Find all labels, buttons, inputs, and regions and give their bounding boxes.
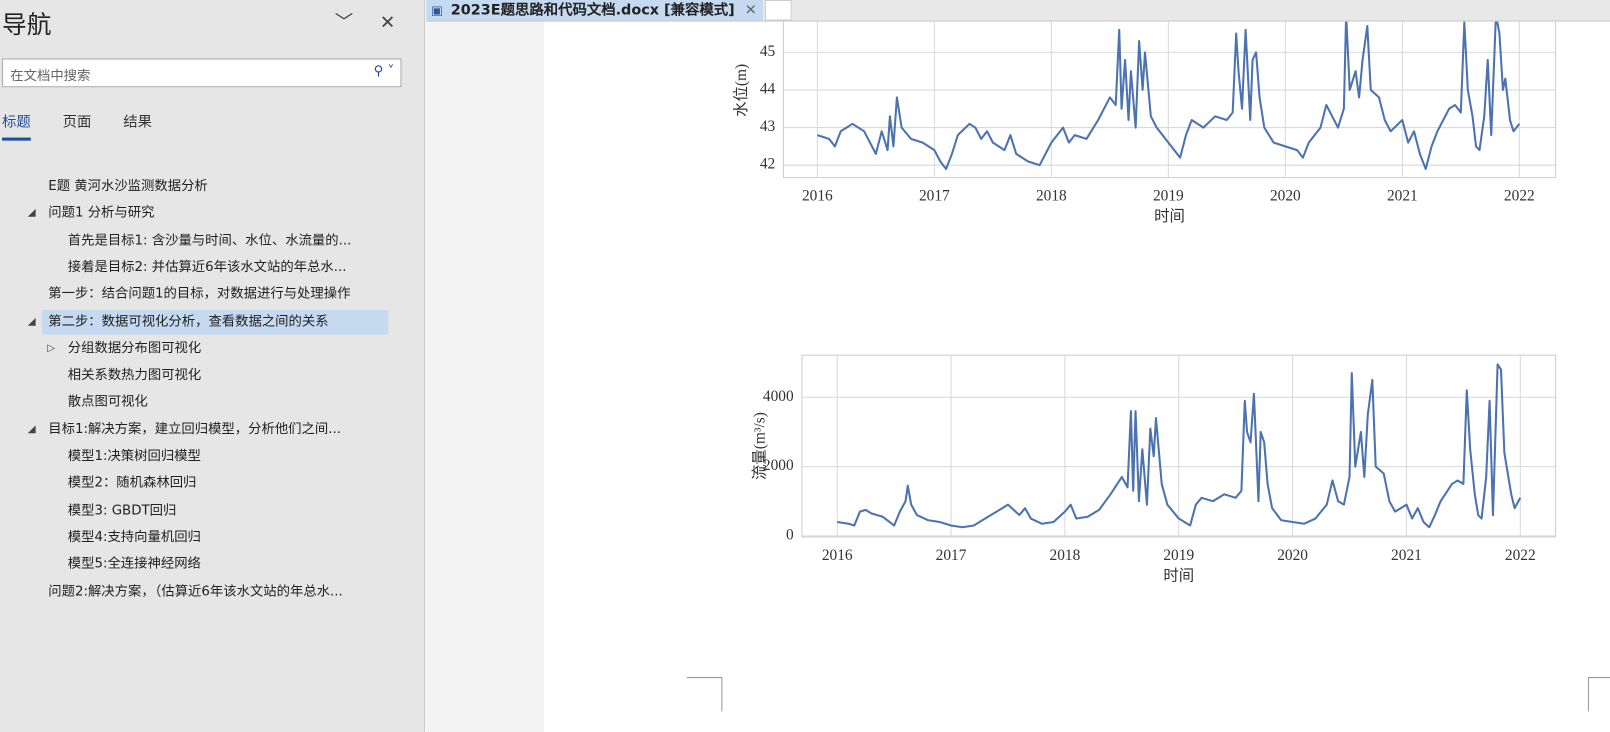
chart-layer: 2016 2017 2018 2019 2020 2021 2022 42 43 44 45 时间 水位… (686, 20, 1610, 712)
pane-title: 导航 (2, 10, 52, 40)
expand-toggle[interactable]: ◢ (27, 315, 36, 327)
page-corner (686, 677, 723, 712)
heading-item[interactable]: 模型2：随机森林回归 (67, 475, 197, 492)
search-box[interactable]: 在文档中搜索 ⚲ ˅ (2, 58, 402, 88)
heading-item[interactable]: 模型3: GBDT回归 (67, 502, 177, 519)
y-tick-label: 2000 (763, 457, 794, 474)
nav-tab[interactable]: 结果 (123, 113, 152, 131)
search-icon[interactable]: ⚲ ˅ (373, 63, 395, 80)
expand-toggle[interactable]: ◢ (27, 207, 36, 219)
data-line (837, 363, 1522, 529)
heading-item[interactable]: 目标1:解决方案，建立回归模型，分析他们之间... (48, 421, 341, 438)
x-tick-label: 2021 (1387, 188, 1418, 205)
x-tick-label: 2020 (1277, 547, 1308, 564)
tab-title: 2023E题思路和代码文档.docx [兼容模式] (450, 2, 735, 19)
document-tab[interactable]: ▣ 2023E题思路和代码文档.docx [兼容模式] ✕ (426, 0, 763, 21)
x-tick-label: 2019 (1163, 547, 1194, 564)
data-line (817, 20, 1521, 171)
nav-tab[interactable]: 页面 (62, 113, 92, 131)
x-tick-label: 2022 (1504, 188, 1535, 205)
x-tick-label: 2017 (936, 547, 967, 564)
y-axis-label: 水位(m) (732, 64, 750, 117)
x-axis-label: 时间 (1163, 566, 1194, 584)
heading-item[interactable]: 模型4:支持向量机回归 (67, 529, 201, 546)
y-tick-label: 42 (760, 156, 775, 173)
y-tick-label: 45 (760, 43, 776, 60)
heading-item[interactable]: 第二步：数据可视化分析，查看数据之间的关系 (42, 309, 389, 335)
x-tick-label: 2018 (1050, 547, 1081, 564)
x-axis-label: 时间 (1154, 207, 1185, 225)
heading-item[interactable]: 接着是目标2: 并估算近6年该水文站的年总水... (67, 259, 347, 276)
new-tab[interactable] (764, 0, 792, 21)
x-tick-label: 2019 (1153, 188, 1184, 205)
expand-toggle[interactable]: ◢ (27, 423, 36, 435)
y-axis-label: 流量(m³/s) (750, 412, 768, 480)
heading-item[interactable]: 模型1:决策树回归模型 (67, 448, 201, 465)
expand-toggle[interactable]: ▷ (47, 342, 56, 354)
pane-menu[interactable]: ﹀ (334, 12, 354, 34)
tab-bar: ▣ 2023E题思路和代码文档.docx [兼容模式] ✕ (426, 0, 1610, 22)
heading-item[interactable]: 第一步：结合问题1的目标，对数据进行与处理操作 (48, 286, 351, 303)
pane-close[interactable]: ✕ (379, 12, 396, 34)
word-icon: ▣ (431, 3, 443, 18)
close-tab[interactable]: ✕ (744, 2, 757, 19)
y-tick-label: 4000 (763, 388, 794, 405)
heading-item[interactable]: 问题1 分析与研究 (48, 205, 155, 222)
x-tick-label: 2018 (1036, 188, 1067, 205)
heading-item[interactable]: E题 黄河水沙监测数据分析 (48, 178, 208, 195)
document-margin (426, 20, 545, 732)
x-tick-label: 2020 (1270, 188, 1301, 205)
x-tick-label: 2016 (802, 188, 833, 205)
x-tick-label: 2017 (919, 188, 950, 205)
plot-area (782, 20, 1557, 179)
heading-item[interactable]: 模型5:全连接神经网络 (67, 556, 201, 573)
heading-item[interactable]: 问题2:解决方案，（估算近6年该水文站的年总水... (48, 583, 343, 600)
y-tick-label: 44 (760, 80, 776, 97)
heading-item[interactable]: 分组数据分布图可视化 (67, 340, 202, 357)
nav-tab[interactable]: 标题 (2, 111, 31, 141)
search-placeholder: 在文档中搜索 (10, 68, 91, 85)
page-corner (1587, 677, 1610, 712)
heading-item[interactable]: 散点图可视化 (67, 394, 148, 411)
heading-item[interactable]: 相关系数热力图可视化 (67, 367, 202, 384)
pane-controls: ﹀ ✕ (335, 8, 396, 35)
x-tick-label: 2022 (1505, 547, 1536, 564)
x-tick-label: 2016 (822, 547, 853, 564)
navigation-pane: 导航 ﹀ ✕ 在文档中搜索 ⚲ ˅ 标题 页面 结果 E题 黄河水沙监测数据分析 问题… (0, 0, 426, 732)
heading-item[interactable]: 首先是目标1: 含沙量与时间、水位、水流量的... (67, 232, 352, 249)
y-tick-label: 43 (760, 118, 776, 135)
x-tick-label: 2021 (1391, 547, 1422, 564)
y-tick-label: 0 (786, 526, 794, 543)
